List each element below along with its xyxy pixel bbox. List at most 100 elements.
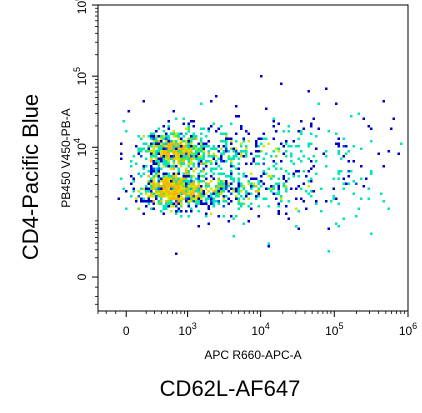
event-dot: [152, 160, 155, 163]
event-dot: [295, 145, 298, 148]
event-dot: [282, 175, 285, 178]
event-dot: [280, 82, 283, 85]
event-dot: [350, 170, 353, 173]
event-dot: [207, 207, 210, 210]
event-dot: [230, 170, 233, 173]
event-dot: [182, 147, 185, 150]
event-dot: [192, 125, 195, 128]
event-dot: [260, 180, 263, 183]
event-dot: [165, 202, 168, 205]
event-dot: [177, 147, 180, 150]
event-dot: [180, 182, 183, 185]
event-dot: [262, 182, 265, 185]
event-dot: [160, 210, 163, 213]
event-dot: [147, 195, 150, 198]
event-dot: [297, 227, 300, 230]
event-dot: [127, 110, 130, 113]
event-dot: [157, 167, 160, 170]
event-dot: [132, 190, 135, 193]
event-dot: [190, 190, 193, 193]
event-dot: [200, 202, 203, 205]
y-tick-label: 105: [72, 67, 89, 85]
event-dot: [230, 160, 233, 163]
event-dot: [280, 197, 283, 200]
event-dot: [137, 190, 140, 193]
event-dot: [160, 157, 163, 160]
event-dot: [167, 152, 170, 155]
event-dot: [152, 180, 155, 183]
event-dot: [142, 165, 145, 168]
event-dot: [180, 157, 183, 160]
event-dot: [170, 190, 173, 193]
event-dot: [177, 182, 180, 185]
event-dot: [175, 192, 178, 195]
event-dot: [337, 137, 340, 140]
event-dot: [170, 167, 173, 170]
event-dot: [172, 187, 175, 190]
event-dot: [190, 162, 193, 165]
event-dot: [142, 167, 145, 170]
event-dot: [172, 185, 175, 188]
event-dot: [172, 157, 175, 160]
event-dot: [217, 185, 220, 188]
event-dot: [207, 160, 210, 163]
event-dot: [182, 145, 185, 148]
event-dot: [347, 150, 350, 153]
event-dot: [205, 177, 208, 180]
event-dot: [272, 125, 275, 128]
event-dot: [152, 162, 155, 165]
event-dot: [167, 137, 170, 140]
event-dot: [360, 165, 363, 168]
event-dot: [210, 212, 213, 215]
event-dot: [282, 185, 285, 188]
event-dot: [167, 200, 170, 203]
x-tick-label: 106: [399, 321, 417, 338]
event-dot: [227, 137, 230, 140]
event-dot: [267, 167, 270, 170]
event-dot: [250, 182, 253, 185]
event-dot: [250, 177, 253, 180]
event-dot: [182, 182, 185, 185]
event-dot: [217, 202, 220, 205]
event-dot: [205, 165, 208, 168]
event-dot: [255, 155, 258, 158]
event-dot: [192, 175, 195, 178]
event-dot: [265, 152, 268, 155]
event-dot: [210, 100, 213, 103]
event-dot: [275, 197, 278, 200]
event-dot: [200, 170, 203, 173]
event-dot: [172, 145, 175, 148]
event-dot: [182, 192, 185, 195]
event-dot: [150, 170, 153, 173]
event-dot: [145, 150, 148, 153]
event-dot: [170, 157, 173, 160]
event-dot: [157, 152, 160, 155]
event-dot: [370, 170, 373, 173]
event-dot: [170, 180, 173, 183]
event-dot: [200, 197, 203, 200]
event-dot: [152, 177, 155, 180]
event-dot: [165, 177, 168, 180]
event-dot: [177, 160, 180, 163]
outer-y-axis-label: CD4-Pacific Blue: [18, 94, 43, 260]
event-dot: [190, 152, 193, 155]
event-dot: [245, 175, 248, 178]
event-dot: [175, 210, 178, 213]
event-dot: [160, 185, 163, 188]
event-dot: [130, 175, 133, 178]
event-dot: [180, 215, 183, 218]
event-dot: [152, 192, 155, 195]
event-dot: [190, 142, 193, 145]
event-dot: [187, 197, 190, 200]
event-dot: [212, 190, 215, 193]
event-dot: [270, 155, 273, 158]
event-dot: [147, 180, 150, 183]
event-dot: [145, 157, 148, 160]
event-dot: [242, 155, 245, 158]
event-dot: [150, 150, 153, 153]
y-tick-label: 106: [72, 0, 89, 14]
event-dot: [187, 200, 190, 203]
event-dot: [175, 135, 178, 138]
event-dot: [140, 192, 143, 195]
event-dot: [135, 200, 138, 203]
